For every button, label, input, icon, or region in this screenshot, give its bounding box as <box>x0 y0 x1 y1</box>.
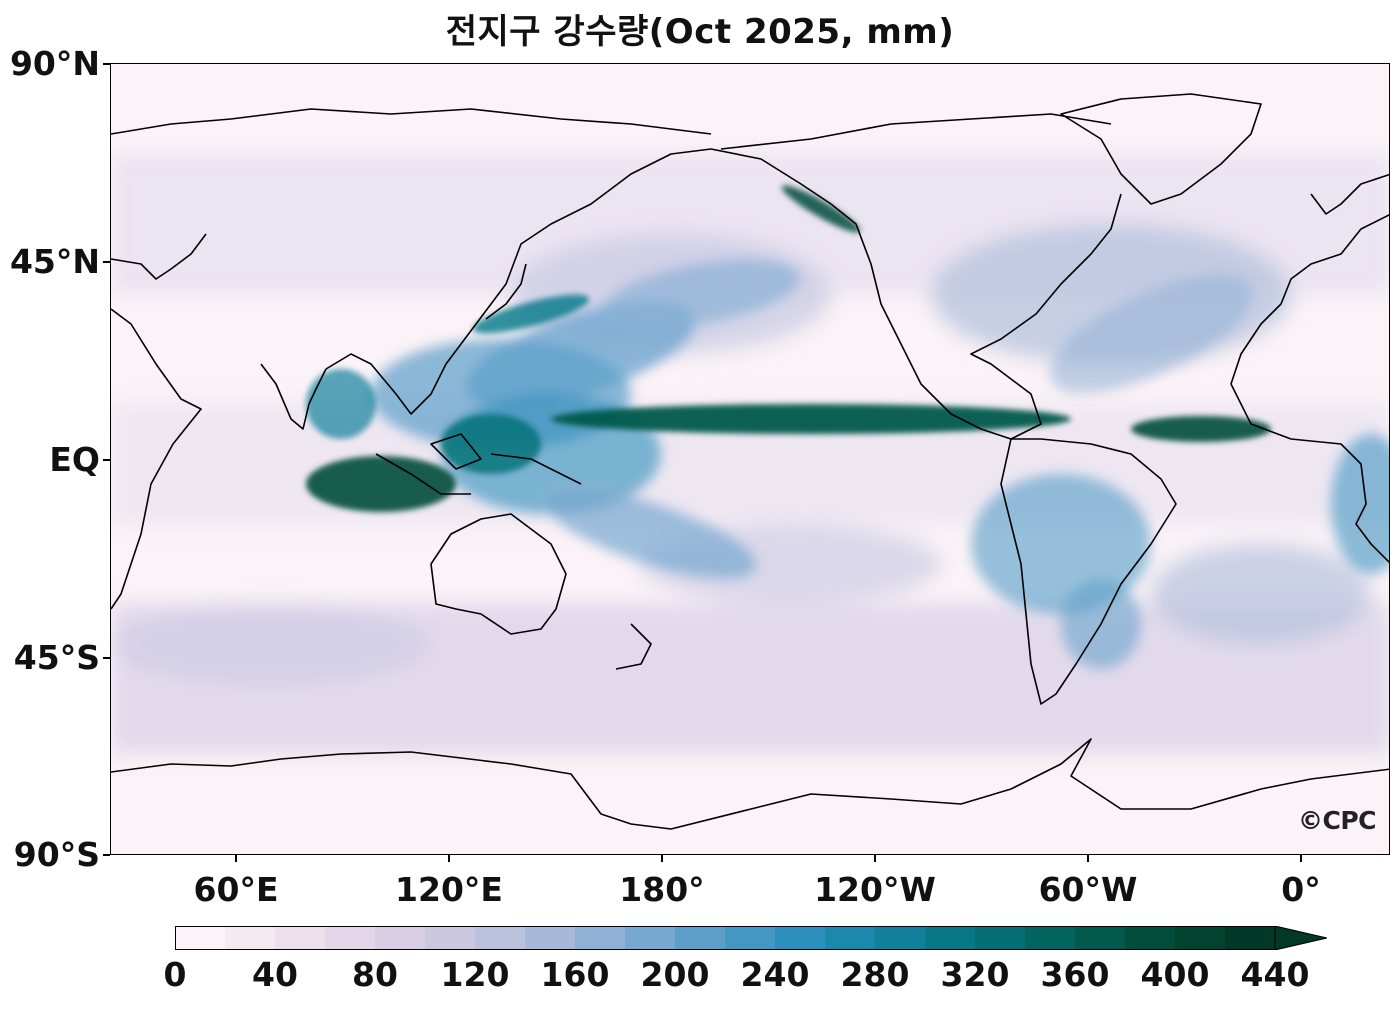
colorbar-bin <box>225 926 276 950</box>
colorbar-tick-label: 40 <box>252 955 298 994</box>
lat-label-45s: 45°S <box>13 638 100 677</box>
colorbar-tick-label: 120 <box>440 955 510 994</box>
colorbar-bin <box>1175 926 1226 950</box>
colorbar-bin <box>375 926 426 950</box>
colorbar-bin <box>975 926 1026 950</box>
precip-field-light <box>111 154 1389 754</box>
colorbar-tick-label: 80 <box>352 955 398 994</box>
lon-tick <box>874 855 876 862</box>
colorbar-bin <box>175 926 226 950</box>
precip-field-heavy <box>306 185 1271 512</box>
colorbar-tick-label: 0 <box>163 955 187 994</box>
lon-label-180: 180° <box>619 870 705 909</box>
colorbar-bin <box>475 926 526 950</box>
lon-tick <box>1087 855 1089 862</box>
lat-label-90s: 90°S <box>13 835 100 874</box>
colorbar-tick-label: 240 <box>740 955 810 994</box>
lon-label-0: 0° <box>1281 870 1321 909</box>
lon-label-120w: 120°W <box>814 870 936 909</box>
lon-label-60w: 60°W <box>1038 870 1138 909</box>
colorbar-tick-label: 360 <box>1040 955 1110 994</box>
colorbar-bin <box>725 926 776 950</box>
lon-tick <box>1300 855 1302 862</box>
lat-tick <box>103 657 110 659</box>
lat-tick <box>103 63 110 65</box>
colorbar-tick-label: 280 <box>840 955 910 994</box>
lat-label-45n: 45°N <box>9 242 100 281</box>
colorbar-bin <box>875 926 926 950</box>
colorbar-bin <box>425 926 476 950</box>
lat-tick <box>103 261 110 263</box>
colorbar <box>175 926 1327 950</box>
lon-label-60e: 60°E <box>193 870 279 909</box>
lon-tick <box>448 855 450 862</box>
colorbar-bin <box>525 926 576 950</box>
map-panel <box>110 63 1390 855</box>
precipitation-map <box>111 64 1389 854</box>
lat-tick <box>103 459 110 461</box>
colorbar-bin <box>1225 926 1276 950</box>
colorbar-bin <box>325 926 376 950</box>
colorbar-bin <box>825 926 876 950</box>
colorbar-tick-label: 320 <box>940 955 1010 994</box>
colorbar-outline <box>175 926 1276 950</box>
colorbar-tick-label: 400 <box>1140 955 1210 994</box>
cpc-credit: ©CPC <box>1298 806 1377 835</box>
colorbar-tick-label: 440 <box>1240 955 1310 994</box>
colorbar-bin <box>775 926 826 950</box>
colorbar-bin <box>625 926 676 950</box>
colorbar-bin <box>675 926 726 950</box>
colorbar-bin <box>925 926 976 950</box>
colorbar-bin <box>1075 926 1126 950</box>
lat-label-90n: 90°N <box>9 44 100 83</box>
colorbar-bin <box>575 926 626 950</box>
colorbar-tick-label: 160 <box>540 955 610 994</box>
lat-tick <box>103 854 110 856</box>
lon-label-120e: 120°E <box>395 870 503 909</box>
lon-tick <box>235 855 237 862</box>
colorbar-tick-label: 200 <box>640 955 710 994</box>
lon-tick <box>661 855 663 862</box>
colorbar-bin <box>1025 926 1076 950</box>
colorbar-extend-arrow <box>1274 926 1327 950</box>
colorbar-bin <box>1125 926 1176 950</box>
lat-label-eq: EQ <box>49 440 100 479</box>
page-title: 전지구 강수량(Oct 2025, mm) <box>445 12 955 52</box>
coastlines <box>111 93 1389 830</box>
colorbar-bin <box>275 926 326 950</box>
